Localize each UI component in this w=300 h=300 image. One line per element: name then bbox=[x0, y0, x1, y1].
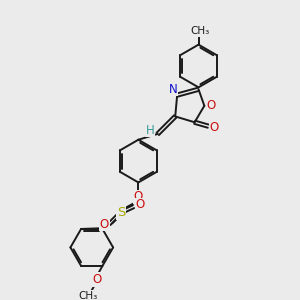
Text: O: O bbox=[92, 273, 101, 286]
Text: N: N bbox=[169, 83, 178, 96]
Text: H: H bbox=[146, 124, 154, 136]
Text: O: O bbox=[134, 190, 143, 203]
Text: O: O bbox=[209, 121, 219, 134]
Text: S: S bbox=[117, 206, 125, 219]
Text: O: O bbox=[206, 99, 216, 112]
Text: CH₃: CH₃ bbox=[191, 26, 210, 36]
Text: O: O bbox=[136, 198, 145, 211]
Text: CH₃: CH₃ bbox=[78, 291, 98, 300]
Text: O: O bbox=[100, 218, 109, 231]
